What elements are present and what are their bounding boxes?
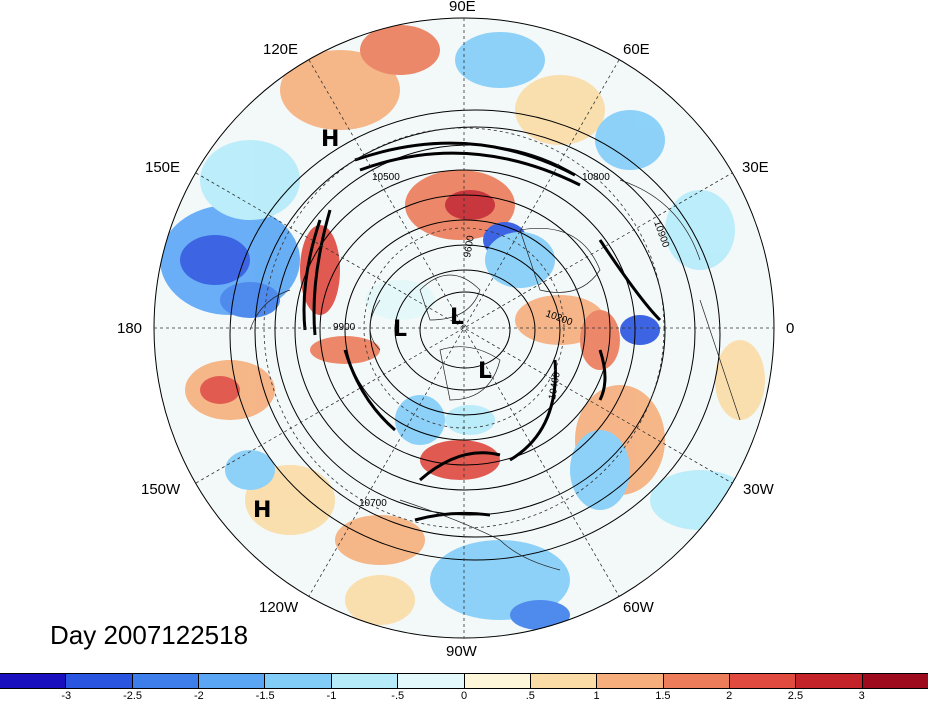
colorbar-box	[331, 674, 399, 688]
colorbar-box	[597, 674, 664, 688]
graticule	[154, 18, 774, 638]
colorbar-tick-label: 1.5	[655, 690, 671, 702]
colorbar-box	[862, 674, 928, 688]
colorbar-box	[663, 674, 730, 688]
colorbar-box	[464, 674, 531, 688]
colorbar-tick-label: 1	[593, 690, 600, 702]
anomaly-shading	[160, 25, 765, 630]
contour-label: 10400	[547, 371, 563, 401]
colorbar-tick-label: 2	[726, 690, 733, 702]
lon-label-30w: 30W	[743, 481, 774, 498]
jet-contours	[302, 141, 662, 522]
colorbar-tick-label: -2.5	[123, 690, 143, 702]
lon-label-60w: 60W	[623, 599, 654, 616]
colorbar-tick-label: -3	[61, 690, 72, 702]
low-center-label: L	[450, 305, 464, 330]
contour-label: 10500	[372, 172, 400, 183]
colorbar-tick-label: .5	[525, 690, 535, 702]
colorbar-tick-label: -1	[326, 690, 337, 702]
lon-label-0: 0	[786, 320, 795, 337]
lon-label-120e: 120E	[263, 41, 299, 58]
colorbar	[0, 673, 928, 689]
colorbar-tick-label: 2.5	[787, 690, 804, 702]
colorbar-box	[796, 674, 863, 688]
lon-label-60e: 60E	[623, 41, 650, 58]
colorbar-tick-label: 0	[460, 690, 468, 702]
lon-label-90e: 90E	[449, 0, 476, 15]
colorbar-tick-label: -.5	[391, 690, 405, 702]
colorbar-labels: -3 -2.5 -2 -1.5 -1 -.5 0 .5 1 1.5 2 2.5 3	[0, 690, 928, 702]
colorbar-tick-label: -2	[193, 690, 204, 702]
lon-label-150e: 150E	[145, 159, 181, 176]
high-center-label: H	[321, 127, 339, 152]
colorbar-box	[132, 674, 200, 688]
colorbar-tick-label: -1.5	[255, 690, 275, 702]
lon-label-30e: 30E	[742, 159, 769, 176]
colorbar-box	[729, 674, 797, 688]
lon-label-150w: 150W	[141, 481, 181, 498]
coastlines	[249, 179, 741, 571]
contour-label: 10800	[582, 172, 610, 183]
lon-label-120w: 120W	[259, 599, 299, 616]
colorbar-box	[199, 674, 266, 688]
colorbar-box	[398, 674, 465, 688]
day-title: Day 2007122518	[50, 620, 249, 650]
colorbar-box	[530, 674, 598, 688]
contour-label: 9900	[333, 322, 356, 333]
contour-label: 9600	[462, 234, 477, 258]
high-center-label: H	[253, 498, 271, 523]
colorbar-box	[66, 674, 133, 688]
colorbar-tick-label: 3	[858, 690, 865, 702]
low-center-label: L	[478, 359, 492, 384]
contour-label: 10700	[359, 498, 387, 509]
colorbar-box	[0, 674, 67, 688]
low-center-label: L	[393, 317, 407, 342]
lon-label-180: 180	[117, 320, 143, 337]
lon-label-90w: 90W	[446, 643, 477, 660]
colorbar-box	[265, 674, 332, 688]
